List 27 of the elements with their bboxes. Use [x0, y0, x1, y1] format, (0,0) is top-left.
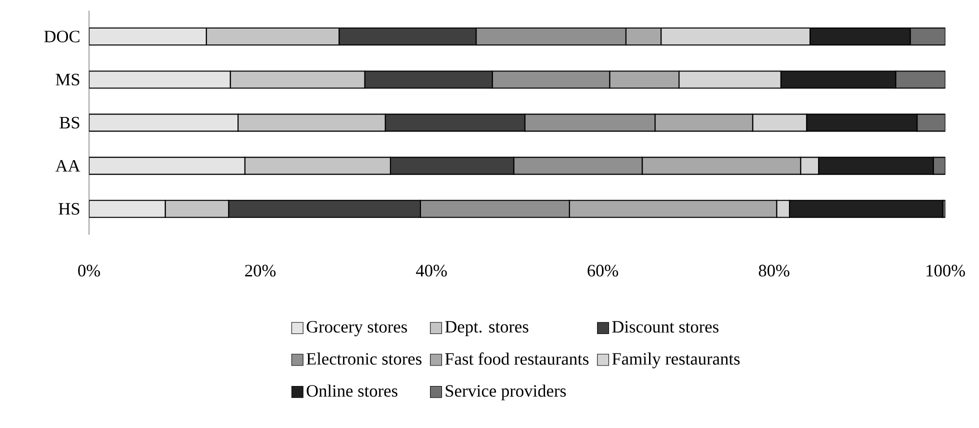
bar [916, 114, 946, 132]
legend-label: Family restaurants [612, 352, 740, 368]
legend-label: Grocery stores [306, 320, 407, 336]
x-tick-label: 20% [245, 264, 276, 276]
y-tick-label: MS [56, 74, 80, 86]
legend-label: Service providers [446, 384, 566, 400]
y-tick-label: BS [60, 116, 80, 128]
bar [89, 114, 239, 132]
x-tick-label: 100% [926, 264, 965, 276]
y-tick-label: DOC [44, 30, 80, 42]
legend-label: Electronic stores [306, 352, 422, 365]
legend-label: Fast food restaurants [445, 352, 588, 365]
legend-label: Online stores [306, 384, 398, 397]
x-tick-label: 60% [588, 264, 618, 276]
bar [89, 70, 231, 89]
y-tick-label: AA [55, 160, 80, 172]
y-tick-label: HS [58, 202, 80, 215]
bar [910, 27, 946, 46]
bar [895, 70, 946, 89]
x-tick-label: 0% [78, 264, 100, 276]
bar [89, 200, 166, 218]
x-tick-label: 80% [758, 264, 790, 276]
bar [89, 27, 207, 46]
bar [89, 156, 246, 175]
legend-label: Dept. stores [445, 321, 528, 336]
x-tick-label: 40% [416, 264, 447, 276]
legend-label: Discount stores [612, 320, 718, 333]
